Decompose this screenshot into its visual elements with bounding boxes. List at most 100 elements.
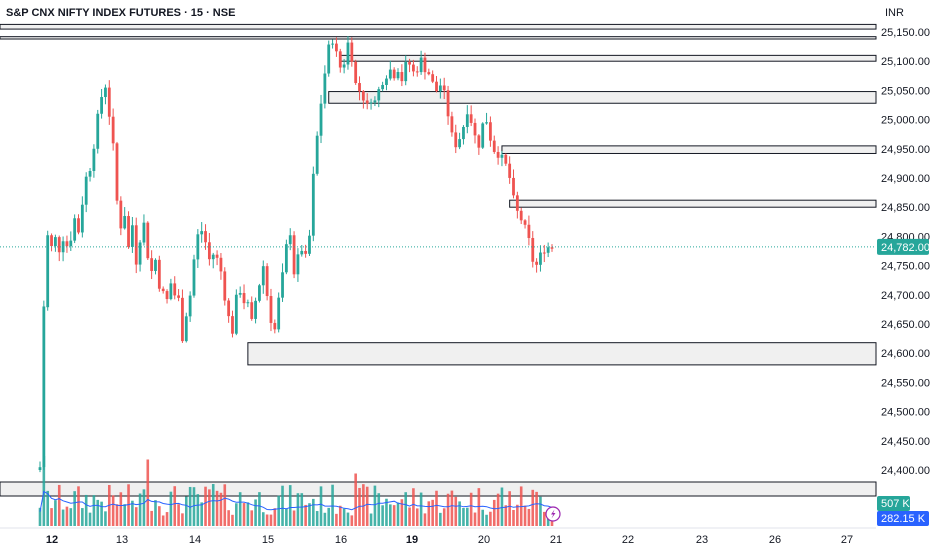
candle-body [315, 135, 319, 174]
candle-body [419, 57, 423, 73]
candle-body [238, 293, 242, 295]
candle-body [477, 135, 481, 148]
time-axis[interactable]: 12 13 14 15 16 19 20 21 22 23 26 27 [0, 527, 876, 546]
candle-body [358, 83, 361, 92]
volume-bar [254, 499, 257, 526]
volume-bar [335, 513, 338, 526]
volume-bar [381, 505, 384, 526]
candle-body [292, 235, 296, 275]
price-tick-label: 24,850.00 [881, 202, 930, 214]
volume-bar [142, 489, 146, 526]
time-tick-label: 16 [335, 534, 347, 546]
price-tick-label: 24,950.00 [881, 144, 930, 156]
candle-body [192, 259, 196, 296]
volume-bar [508, 491, 511, 526]
volume-bar [346, 512, 350, 526]
candle-body [300, 250, 304, 255]
candle-body [57, 237, 61, 253]
volume-bar [246, 502, 250, 526]
volume-bar [350, 515, 354, 526]
candle-body [385, 78, 388, 85]
last-price-label: 24,782.00 [881, 242, 930, 254]
volume-bar [100, 501, 103, 526]
volume-bar [427, 501, 431, 526]
currency-label: INR [885, 7, 904, 19]
volume-bar [84, 494, 88, 526]
candle-body [138, 242, 142, 265]
volume-bar [50, 508, 53, 526]
volume-bar [261, 512, 265, 526]
price-tick-label: 24,500.00 [881, 407, 930, 419]
time-tick-label: 20 [478, 534, 490, 546]
volume-bar [431, 499, 434, 526]
candle-body [338, 51, 342, 68]
volume-bar [104, 511, 107, 526]
volume-bar [61, 509, 65, 526]
volume-bar [477, 488, 481, 526]
price-tick-label: 24,900.00 [881, 173, 930, 185]
time-tick-label: 12 [46, 534, 58, 546]
candle-body [73, 218, 77, 241]
candle-body [242, 293, 246, 304]
candle-body [227, 300, 231, 317]
volume-ma-badge [877, 511, 929, 526]
volume-bar [362, 484, 365, 526]
volume-bar [111, 495, 115, 526]
volume-bar [54, 500, 57, 526]
volume-bar [535, 491, 538, 526]
candle-body [188, 295, 192, 317]
volume-bar [196, 494, 200, 526]
candle-body [308, 235, 311, 254]
candle-body [469, 114, 473, 123]
volume-bar [277, 495, 280, 526]
candle-body [504, 154, 508, 164]
volume-bar [173, 486, 177, 526]
candle-body [269, 296, 273, 323]
price-tick-label: 24,450.00 [881, 436, 930, 448]
candle-body [38, 467, 42, 470]
volume-bar [158, 506, 161, 526]
volume-layer [38, 456, 554, 526]
volume-bar [327, 507, 331, 526]
volume-bar [358, 487, 361, 526]
volume-bar [408, 507, 411, 526]
price-tick-label: 24,750.00 [881, 261, 930, 273]
volume-bar [250, 510, 254, 526]
candle-layer [38, 35, 554, 473]
time-tick-label: 14 [189, 534, 201, 546]
volume-bar [115, 504, 119, 526]
candle-body [234, 294, 238, 334]
time-tick-label: 26 [769, 534, 781, 546]
price-axis[interactable]: 25,150.00 25,100.00 25,050.00 25,000.00 24,9… [877, 27, 930, 526]
lightning-bolt-icon [551, 509, 556, 519]
volume-bar [184, 496, 188, 526]
candle-body [77, 218, 80, 233]
candle-body [111, 116, 115, 144]
candle-body [331, 43, 334, 45]
candle-body [254, 300, 257, 319]
zones-layer [0, 23, 877, 497]
candle-body [442, 85, 446, 91]
candle-body [204, 231, 207, 243]
zone-box-6 [247, 342, 877, 366]
volume-bar [516, 504, 519, 526]
volume-bar [296, 493, 300, 526]
volume-bar [46, 490, 49, 526]
volume-bar [527, 508, 531, 526]
volume-bar [377, 493, 381, 526]
candle-body [431, 74, 435, 82]
volume-bar [177, 504, 180, 526]
volume-bar [331, 484, 334, 526]
volume-bar [423, 513, 427, 526]
time-tick-label: 13 [116, 534, 128, 546]
volume-bar [146, 459, 150, 526]
volume-bar [281, 485, 284, 526]
candle-body [211, 254, 215, 260]
candle-body [435, 81, 438, 92]
candle-body [84, 176, 88, 205]
candle-body [223, 271, 227, 301]
candle-body [127, 216, 130, 247]
candle-body [535, 261, 539, 265]
